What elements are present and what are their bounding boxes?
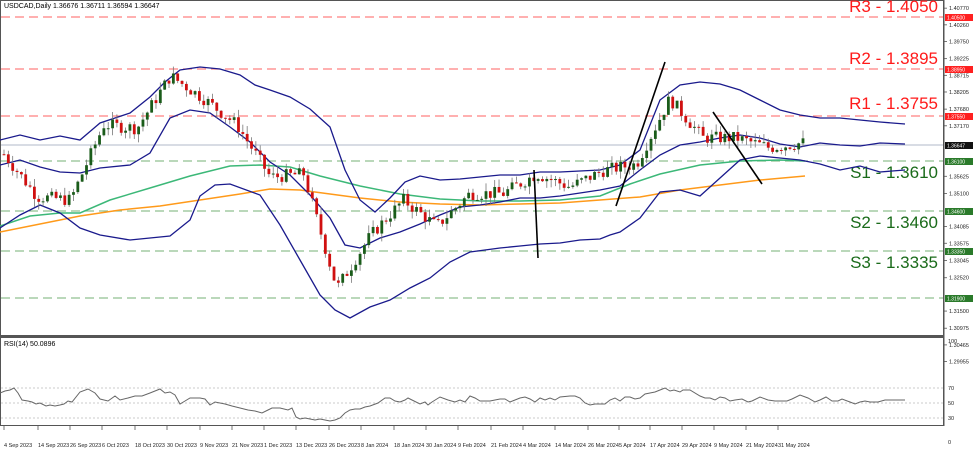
tag-r3: 1.40500	[947, 16, 965, 22]
svg-text:14 Sep 2023: 14 Sep 2023	[38, 443, 69, 449]
support-lines	[1, 160, 943, 299]
price-panel	[0, 0, 944, 336]
svg-text:9 Nov 2023: 9 Nov 2023	[200, 443, 228, 449]
rsi-label: RSI(14) 50.0896	[4, 341, 55, 348]
s3-label: S3 - 1.3335	[850, 253, 938, 272]
svg-text:13 Dec 2023: 13 Dec 2023	[296, 443, 327, 449]
bollinger-upper	[0, 66, 906, 213]
rsi-panel	[0, 337, 944, 426]
tag-r1: 1.37550	[947, 115, 965, 121]
rsi-levels	[1, 387, 943, 419]
svg-text:1.39750: 1.39750	[949, 40, 969, 46]
rsi-line	[0, 387, 905, 422]
svg-text:31 May 2024: 31 May 2024	[778, 443, 810, 449]
svg-text:26 Mar 2024: 26 Mar 2024	[588, 443, 619, 449]
svg-text:8 Jan 2024: 8 Jan 2024	[361, 443, 388, 449]
ma-orange-line	[0, 175, 806, 233]
svg-text:1.33045: 1.33045	[949, 259, 969, 265]
r1-label: R1 - 1.3755	[849, 94, 938, 113]
svg-text:18 Oct 2023: 18 Oct 2023	[135, 443, 165, 449]
svg-text:1.30465: 1.30465	[949, 343, 969, 349]
svg-text:1.29955: 1.29955	[949, 360, 969, 366]
tag-current: 1.36647	[947, 144, 965, 150]
svg-text:14 Mar 2024: 14 Mar 2024	[555, 443, 586, 449]
r3-label: R3 - 1.4050	[849, 0, 938, 16]
svg-text:4 Mar 2024: 4 Mar 2024	[523, 443, 551, 449]
svg-text:9 May 2024: 9 May 2024	[714, 443, 743, 449]
resistance-lines	[1, 16, 943, 117]
ma-green-line	[0, 159, 806, 227]
svg-text:1.31500: 1.31500	[949, 309, 969, 315]
trendline-down	[712, 111, 763, 185]
price-axis: 1.40770 1.40260 1.39750 1.39225 1.38715 1.382…	[944, 6, 969, 366]
svg-text:1.35100: 1.35100	[949, 191, 969, 197]
svg-text:1.40770: 1.40770	[949, 6, 969, 12]
svg-text:18 Jan 2024: 18 Jan 2024	[394, 443, 424, 449]
svg-text:0: 0	[948, 440, 951, 446]
svg-text:30 Oct 2023: 30 Oct 2023	[167, 443, 197, 449]
svg-text:1.38715: 1.38715	[949, 73, 969, 79]
svg-text:26 Dec 2023: 26 Dec 2023	[329, 443, 360, 449]
svg-text:1.39225: 1.39225	[949, 57, 969, 63]
svg-text:1.35625: 1.35625	[949, 174, 969, 180]
symbol-header: USDCAD,Daily 1.36676 1.36711 1.36594 1.3…	[4, 3, 160, 10]
svg-text:1.34085: 1.34085	[949, 225, 969, 231]
tag-s1: 1.36100	[947, 160, 965, 166]
svg-text:21 Nov 2023: 21 Nov 2023	[232, 443, 263, 449]
time-axis: 4 Sep 2023 14 Sep 2023 26 Sep 2023 6 Oct 20…	[3, 426, 810, 449]
s2-label: S2 - 1.3460	[850, 213, 938, 232]
svg-text:29 Apr 2024: 29 Apr 2024	[682, 443, 712, 449]
svg-text:30: 30	[948, 416, 954, 422]
svg-text:1.37680: 1.37680	[949, 107, 969, 113]
r2-label: R2 - 1.3895	[849, 49, 938, 68]
svg-text:26 Sep 2023: 26 Sep 2023	[70, 443, 101, 449]
svg-text:50: 50	[948, 401, 954, 407]
svg-text:1 Dec 2023: 1 Dec 2023	[264, 443, 292, 449]
svg-text:1.32520: 1.32520	[949, 276, 969, 282]
trendline-up	[615, 61, 666, 207]
svg-text:5 Apr 2024: 5 Apr 2024	[619, 443, 646, 449]
tag-s4: 1.31900	[947, 297, 965, 303]
svg-text:100: 100	[948, 339, 957, 345]
bollinger-lower	[0, 155, 906, 319]
trendline-small	[533, 169, 539, 259]
svg-text:70: 70	[948, 386, 954, 392]
svg-text:17 Apr 2024: 17 Apr 2024	[650, 443, 680, 449]
rsi-axis: 100 70 50 30 0	[948, 339, 957, 446]
s1-label: S1 - 1.3610	[850, 163, 938, 182]
price-tags: 1.40500 1.38950 1.37550 1.36647 1.36100 …	[945, 14, 973, 303]
tag-s2: 1.34600	[947, 210, 965, 216]
svg-text:21 Feb 2024: 21 Feb 2024	[491, 443, 522, 449]
svg-text:1.40260: 1.40260	[949, 23, 969, 29]
svg-text:4 Sep 2023: 4 Sep 2023	[4, 443, 32, 449]
svg-text:1.37170: 1.37170	[949, 124, 969, 130]
svg-text:21 May 2024: 21 May 2024	[746, 443, 778, 449]
svg-text:1.30975: 1.30975	[949, 326, 969, 332]
svg-text:1.33575: 1.33575	[949, 241, 969, 247]
tag-r2: 1.38950	[947, 68, 965, 74]
svg-text:1.38205: 1.38205	[949, 90, 969, 96]
svg-text:9 Feb 2024: 9 Feb 2024	[458, 443, 486, 449]
trend-lines	[533, 61, 763, 259]
tag-s3: 1.33350	[947, 250, 965, 256]
svg-text:30 Jan 2024: 30 Jan 2024	[426, 443, 456, 449]
svg-text:6 Oct 2023: 6 Oct 2023	[102, 443, 129, 449]
